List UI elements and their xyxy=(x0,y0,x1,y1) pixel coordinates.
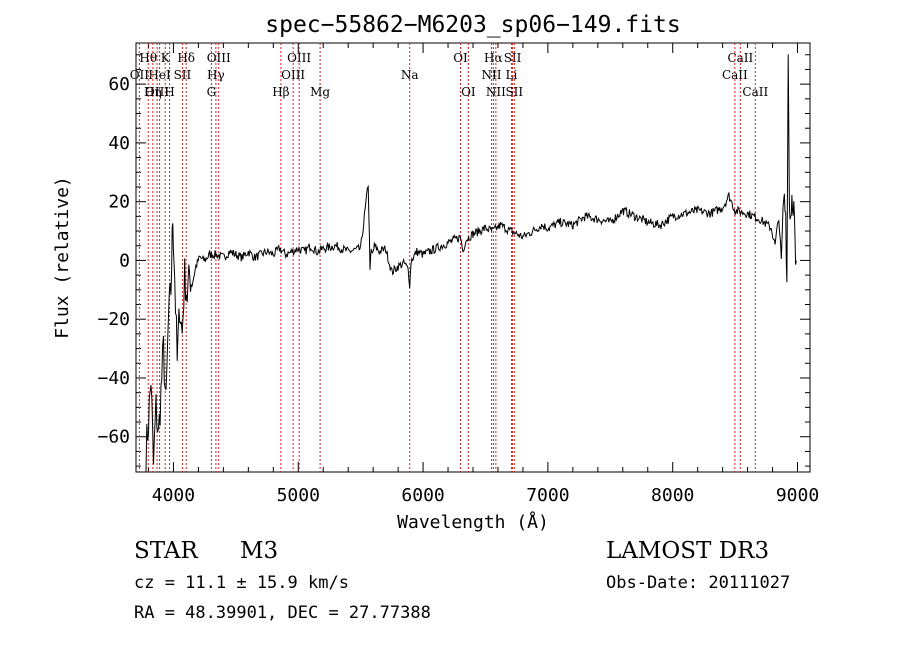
spectral-line-label: CaII xyxy=(722,68,748,82)
coordinates: RA = 48.39901, DEC = 27.77388 xyxy=(134,603,431,623)
y-tick-label: 20 xyxy=(108,192,130,213)
x-tick-label: 9000 xyxy=(776,485,819,506)
x-tick-label: 7000 xyxy=(526,485,569,506)
spectral-line-label: H xyxy=(164,85,174,99)
spectral-line-label: Na xyxy=(401,68,419,82)
spectral-line-label: G xyxy=(207,85,217,99)
y-tick-label: −60 xyxy=(97,427,130,448)
spectral-line-label: Hθ xyxy=(139,51,157,65)
survey-label: LAMOST DR3 xyxy=(606,538,770,564)
spectral-line-label: OI xyxy=(461,85,476,99)
redshift-text: cz = 11.1 ± 15.9 km/s xyxy=(134,573,349,593)
spectral-line-label: OIII xyxy=(281,68,305,82)
spectral-line-label: OIII xyxy=(287,51,311,65)
spectral-line-label: SII xyxy=(505,85,523,99)
spectral-line-label: OII xyxy=(130,68,150,82)
obs-date: Obs-Date: 20111027 xyxy=(606,573,791,593)
spectral-line-label: CaII xyxy=(742,85,768,99)
spectral-line-label: Hβ xyxy=(272,85,289,99)
y-tick-label: 60 xyxy=(108,74,130,95)
spectral-line-label: Hγ xyxy=(207,68,225,82)
y-tick-label: 40 xyxy=(108,133,130,154)
chart-title: spec−55862−M6203_sp06−149.fits xyxy=(265,12,680,38)
spectral-line-label: Hη xyxy=(144,85,162,99)
spectral-line-label: K xyxy=(161,51,171,65)
spectral-line-label: Li xyxy=(506,68,518,82)
spectral-line-label: SII xyxy=(504,51,522,65)
spectral-line-label: OIII xyxy=(145,85,169,99)
spectral-line-label: Hδ xyxy=(177,51,195,65)
spectral-line-label: CaII xyxy=(727,51,753,65)
spectral-line-label: OIII xyxy=(207,51,231,65)
y-tick-label: −40 xyxy=(97,368,130,389)
spectral-line-label: Mg xyxy=(310,85,330,99)
y-tick-label: −20 xyxy=(97,309,130,330)
y-axis-label: Flux (relative) xyxy=(52,176,73,339)
object-type: STAR xyxy=(134,538,198,564)
spectral-line-label: NII xyxy=(486,85,506,99)
spectral-line-label: Hα xyxy=(484,51,503,65)
spectral-line-label: NII xyxy=(481,68,501,82)
spectral-line-label: OI xyxy=(453,51,468,65)
x-tick-label: 6000 xyxy=(401,485,444,506)
x-tick-label: 4000 xyxy=(152,485,195,506)
y-tick-label: 0 xyxy=(119,250,130,271)
spectral-line-label: SII xyxy=(174,68,192,82)
x-tick-label: 5000 xyxy=(277,485,320,506)
object-subclass: M3 xyxy=(240,538,279,564)
spectrum-line xyxy=(145,54,797,473)
x-axis-label: Wavelength (Å) xyxy=(397,511,549,533)
x-tick-label: 8000 xyxy=(651,485,694,506)
spectral-line-label: HeI xyxy=(148,68,171,82)
